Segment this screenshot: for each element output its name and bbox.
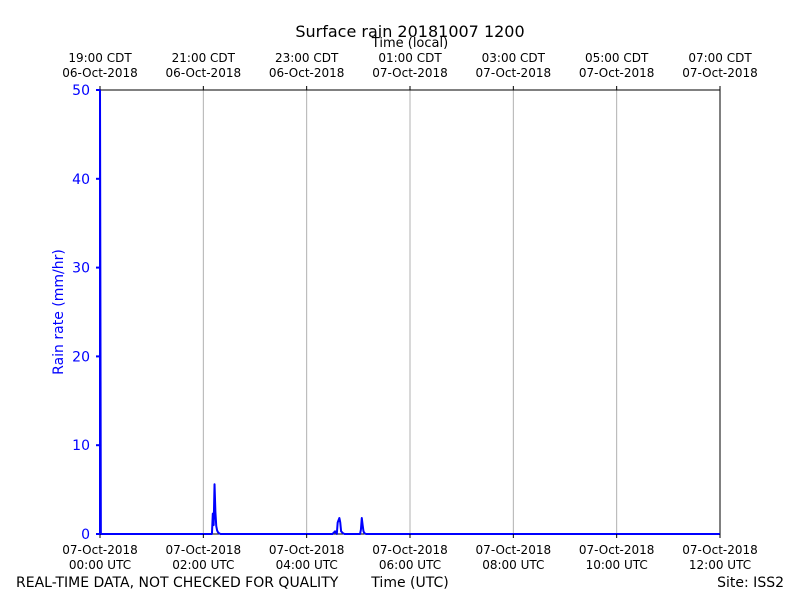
- top-tick-label: 01:00 CDT: [378, 51, 442, 65]
- x-tick-label: 06:00 UTC: [379, 558, 441, 572]
- y-tick-label: 50: [72, 83, 90, 99]
- x-tick-label: 07-Oct-2018: [476, 543, 552, 557]
- x-tick-label: 07-Oct-2018: [62, 543, 138, 557]
- y-axis-label: Rain rate (mm/hr): [51, 249, 67, 375]
- top-tick-label: 05:00 CDT: [585, 51, 649, 65]
- top-tick-label: 03:00 CDT: [482, 51, 546, 65]
- x-tick-label: 07-Oct-2018: [166, 543, 242, 557]
- top-tick-label: 21:00 CDT: [172, 51, 236, 65]
- y-tick-label: 40: [72, 172, 90, 188]
- site-label: Site: ISS2: [717, 575, 784, 591]
- x-tick-label: 10:00 UTC: [586, 558, 648, 572]
- x-tick-label: 04:00 UTC: [276, 558, 338, 572]
- top-tick-label: 06-Oct-2018: [269, 66, 345, 80]
- top-tick-label: 07-Oct-2018: [682, 66, 758, 80]
- y-tick-label: 0: [81, 527, 90, 543]
- rain-rate-line: [99, 89, 720, 535]
- x-tick-label: 12:00 UTC: [689, 558, 751, 572]
- series-layer: [99, 89, 720, 535]
- y-tick-label: 10: [72, 438, 90, 454]
- top-tick-label: 07:00 CDT: [688, 51, 752, 65]
- y-tick-label: 20: [72, 349, 90, 365]
- x-tick-label: 07-Oct-2018: [579, 543, 655, 557]
- chart-title: Surface rain 20181007 1200: [295, 22, 524, 41]
- x-tick-label: 02:00 UTC: [172, 558, 234, 572]
- x-tick-label: 07-Oct-2018: [682, 543, 758, 557]
- x-tick-label: 08:00 UTC: [482, 558, 544, 572]
- quality-notice: REAL-TIME DATA, NOT CHECKED FOR QUALITY: [16, 575, 339, 591]
- top-tick-label: 06-Oct-2018: [62, 66, 138, 80]
- top-tick-label: 06-Oct-2018: [166, 66, 242, 80]
- top-tick-label: 07-Oct-2018: [579, 66, 655, 80]
- y-tick-label: 30: [72, 261, 90, 277]
- top-tick-label: 19:00 CDT: [68, 51, 132, 65]
- top-tick-label: 23:00 CDT: [275, 51, 339, 65]
- x-axis-label: Time (UTC): [371, 575, 449, 591]
- grid-lines: [202, 90, 618, 534]
- x-tick-label: 00:00 UTC: [69, 558, 131, 572]
- top-axis-label: Time (local): [371, 36, 448, 51]
- x-tick-label: 07-Oct-2018: [269, 543, 345, 557]
- top-tick-label: 07-Oct-2018: [372, 66, 448, 80]
- x-tick-label: 07-Oct-2018: [372, 543, 448, 557]
- top-tick-label: 07-Oct-2018: [476, 66, 552, 80]
